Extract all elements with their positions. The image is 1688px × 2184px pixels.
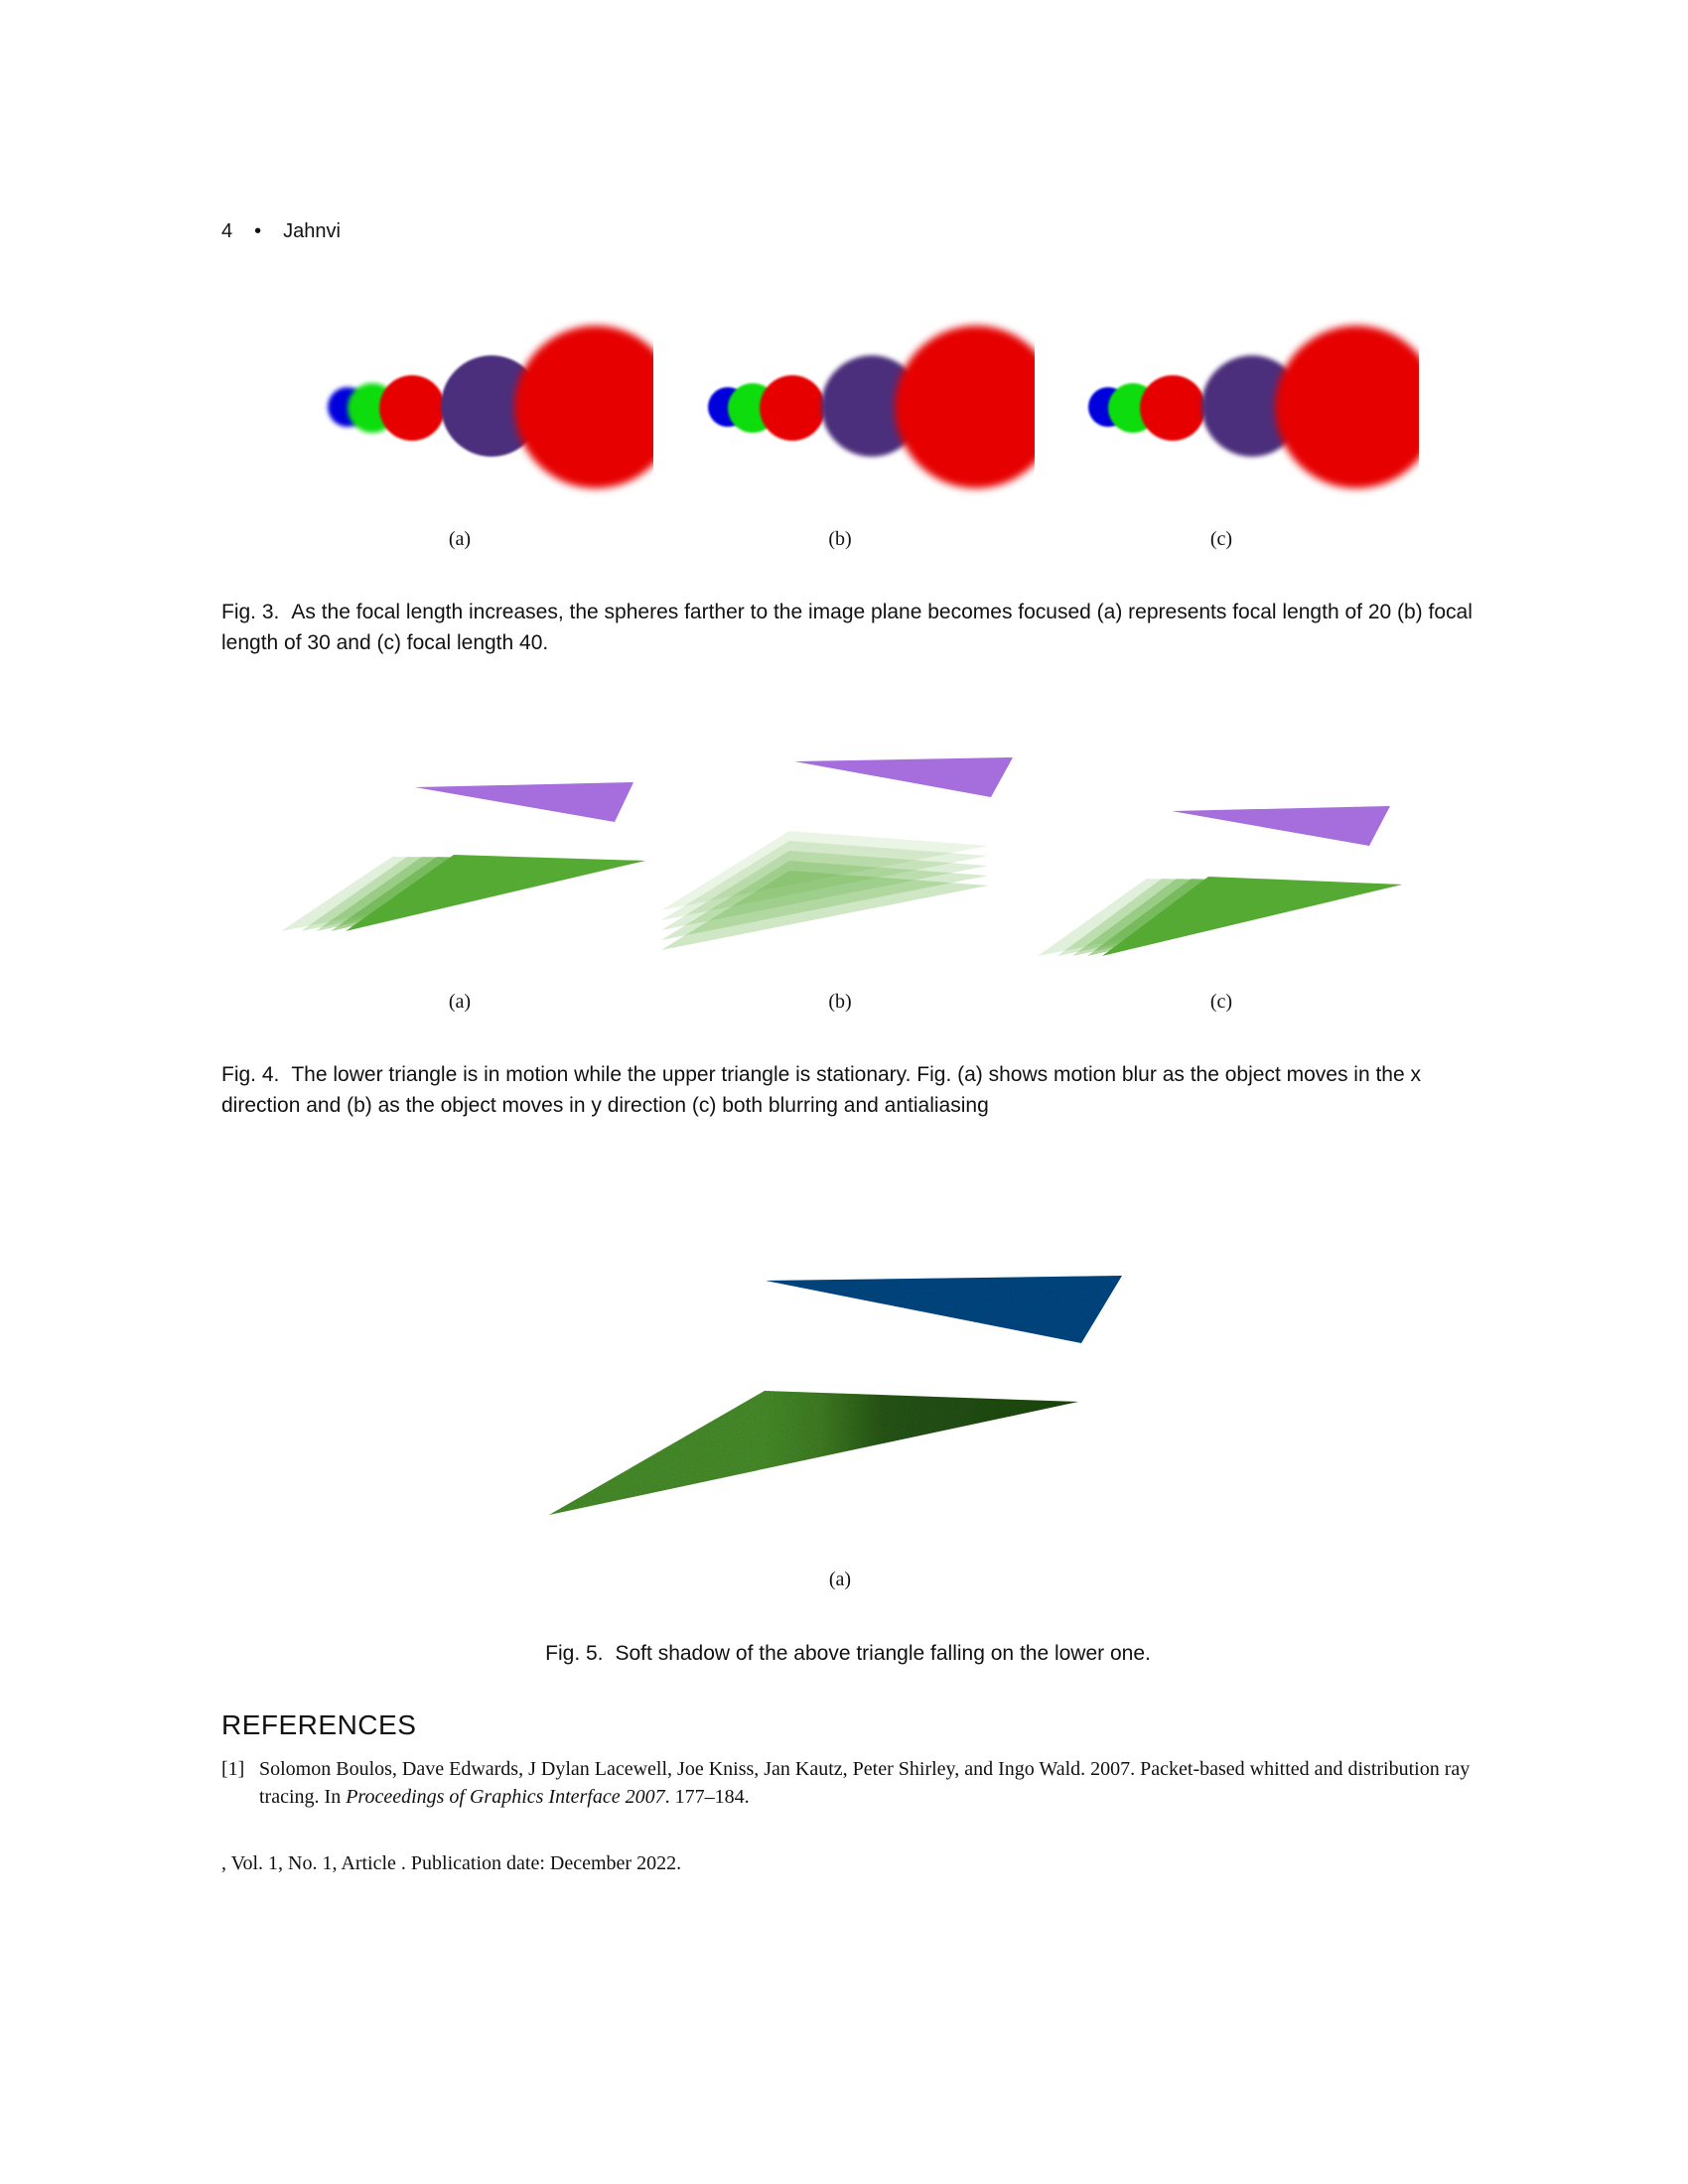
reference-venue: Proceedings of Graphics Interface 2007 xyxy=(346,1786,665,1808)
figure5-caption: Fig. 5. Soft shadow of the above triangle… xyxy=(221,1638,1475,1669)
figure5-upper-triangle xyxy=(766,1276,1122,1343)
figure5-image xyxy=(549,1276,1122,1515)
figure4b-triangles xyxy=(661,757,1013,950)
figure4-sub-c: (c) xyxy=(1209,991,1233,1013)
figure3-caption-text: As the focal length increases, the spher… xyxy=(221,601,1473,654)
figure4-sub-a: (a) xyxy=(448,991,472,1013)
page-number: 4 xyxy=(221,220,233,242)
figure3-image xyxy=(328,326,1419,488)
figure3-caption: Fig. 3. As the focal length increases, th… xyxy=(221,597,1475,658)
figure3b-spheres xyxy=(708,326,1035,488)
figure3-caption-label: Fig. 3. xyxy=(221,601,280,623)
figure4-caption-label: Fig. 4. xyxy=(221,1063,280,1086)
figure4c-triangles xyxy=(1038,806,1402,956)
figure3-sub-a: (a) xyxy=(448,528,472,550)
figure4-image xyxy=(281,757,1402,956)
reference-text: Solomon Boulos, Dave Edwards, J Dylan La… xyxy=(259,1758,1471,1808)
figure5-lower-triangle xyxy=(549,1391,1078,1515)
figure3a-spheres xyxy=(328,326,653,488)
figure4a-triangles xyxy=(281,782,645,931)
figure5-caption-label: Fig. 5. xyxy=(545,1642,604,1665)
figure4-caption-text: The lower triangle is in motion while th… xyxy=(221,1063,1421,1117)
figure3-sub-c: (c) xyxy=(1209,528,1233,550)
figure5-sub-a: (a) xyxy=(828,1569,852,1590)
figure3-sub-b: (b) xyxy=(828,528,852,550)
reference-pages: . 177–184. xyxy=(664,1786,750,1808)
reference-number: [1] xyxy=(221,1758,245,1780)
running-header: 4 • Jahnvi xyxy=(221,220,341,243)
figure3c-spheres xyxy=(1088,326,1419,488)
figure5-caption-text: Soft shadow of the above triangle fallin… xyxy=(615,1642,1151,1665)
header-author: Jahnvi xyxy=(283,220,341,242)
page-footer: , Vol. 1, No. 1, Article . Publication d… xyxy=(221,1852,682,1874)
reference-item: [1] Solomon Boulos, Dave Edwards, J Dylan… xyxy=(221,1755,1510,1811)
references-heading: REFERENCES xyxy=(221,1709,417,1740)
figure4-sub-b: (b) xyxy=(828,991,852,1013)
header-bullet: • xyxy=(254,220,262,242)
figure4-caption: Fig. 4. The lower triangle is in motion w… xyxy=(221,1059,1475,1121)
